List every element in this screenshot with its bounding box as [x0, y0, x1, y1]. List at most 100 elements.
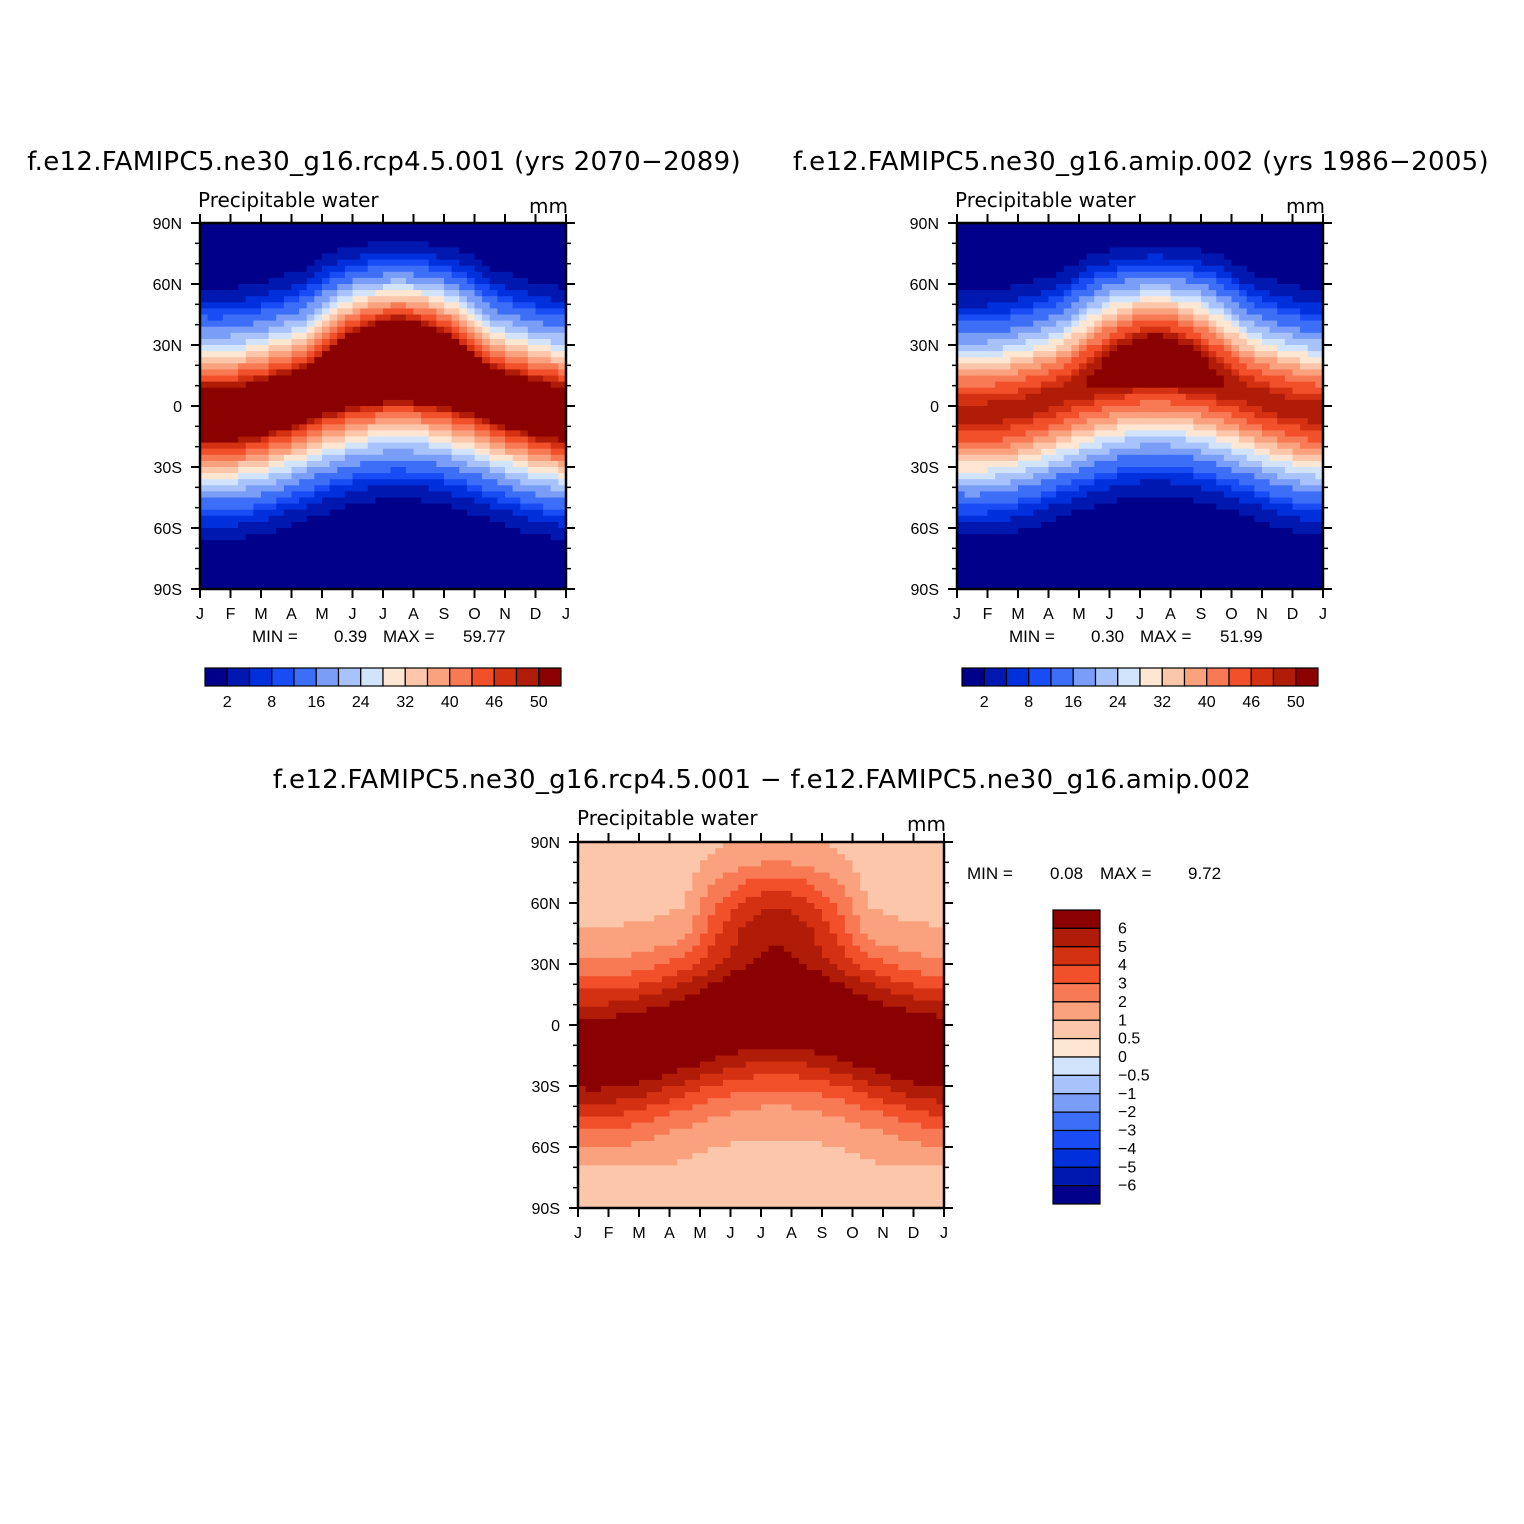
- contour-cell: [543, 338, 552, 346]
- contour-cell: [245, 393, 254, 401]
- contour-cell: [283, 277, 293, 285]
- contour-cell: [283, 534, 293, 541]
- contour-cell: [1025, 314, 1034, 322]
- contour-cell: [1025, 369, 1034, 377]
- contour-cell: [291, 302, 300, 309]
- contour-cell: [1155, 454, 1164, 462]
- contour-cell: [1010, 509, 1019, 517]
- contour-cell: [1056, 467, 1065, 474]
- contour-cell: [276, 521, 285, 529]
- contour-cell: [995, 393, 1004, 401]
- contour-cell: [1086, 338, 1095, 346]
- contour-cell: [1109, 424, 1118, 431]
- contour-cell: [987, 265, 996, 273]
- contour-cell: [1140, 546, 1149, 553]
- contour-cell: [344, 503, 354, 511]
- contour-cell: [405, 509, 415, 517]
- contour-cell: [367, 271, 376, 279]
- contour-cell: [558, 277, 567, 285]
- contour-cell: [360, 436, 369, 444]
- contour-cell: [421, 393, 430, 401]
- contour-cell: [329, 534, 338, 541]
- contour-cell: [261, 302, 270, 309]
- contour-cell: [1033, 375, 1042, 383]
- contour-cell: [558, 485, 567, 492]
- contour-cell: [215, 302, 224, 309]
- contour-cell: [283, 308, 293, 316]
- contour-cell: [466, 564, 476, 572]
- contour-cell: [444, 393, 453, 401]
- contour-cell: [1094, 576, 1103, 584]
- contour-cell: [200, 351, 209, 358]
- contour-cell: [428, 448, 437, 456]
- contour-cell: [222, 253, 232, 261]
- contour-cell: [413, 235, 422, 242]
- contour-cell: [352, 540, 361, 547]
- contour-cell: [222, 247, 232, 255]
- contour-cell: [444, 509, 453, 517]
- contour-cell: [520, 448, 529, 456]
- contour-cell: [215, 576, 224, 584]
- contour-cell: [466, 320, 476, 328]
- contour-cell: [337, 424, 346, 431]
- contour-cell: [1025, 296, 1034, 303]
- x-tick-label: F: [226, 606, 236, 623]
- contour-cell: [1101, 241, 1111, 248]
- contour-cell: [398, 448, 407, 456]
- contour-cell: [1018, 314, 1027, 322]
- contour-cell: [451, 326, 460, 334]
- contour-cell: [512, 381, 521, 389]
- contour-cell: [405, 399, 415, 407]
- contour-cell: [1140, 418, 1149, 425]
- contour-cell: [543, 314, 552, 322]
- contour-cell: [979, 460, 989, 468]
- contour-cell: [261, 296, 270, 303]
- contour-cell: [995, 509, 1004, 517]
- contour-cell: [466, 290, 476, 297]
- contour-cell: [1094, 302, 1103, 309]
- contour-cell: [987, 436, 996, 444]
- contour-cell: [543, 271, 552, 279]
- contour-cell: [505, 570, 514, 578]
- contour-cell: [1018, 521, 1027, 529]
- contour-cell: [1086, 454, 1095, 462]
- contour-cell: [1048, 406, 1057, 413]
- contour-cell: [1094, 259, 1103, 267]
- x-tick-label: D: [530, 606, 542, 623]
- colorbar-label: 32: [396, 694, 414, 711]
- contour-cell: [405, 454, 415, 462]
- contour-cell: [1117, 485, 1126, 492]
- contour-cell: [398, 326, 407, 334]
- contour-cell: [375, 497, 384, 505]
- contour-cell: [253, 277, 262, 285]
- contour-cell: [1132, 351, 1141, 358]
- contour-cell: [1048, 564, 1057, 572]
- contour-cell: [1086, 467, 1095, 474]
- contour-cell: [1048, 558, 1057, 566]
- contour-cell: [283, 582, 293, 590]
- contour-cell: [398, 296, 407, 303]
- contour-cell: [558, 265, 567, 273]
- contour-cell: [451, 241, 460, 248]
- contour-cell: [1101, 509, 1111, 517]
- contour-cell: [436, 357, 445, 364]
- contour-cell: [1025, 454, 1034, 462]
- contour-cell: [1025, 442, 1034, 450]
- contour-cell: [276, 338, 285, 346]
- contour-cell: [535, 497, 544, 505]
- contour-cell: [314, 552, 323, 560]
- contour-cell: [451, 412, 460, 419]
- contour-cell: [964, 357, 973, 364]
- contour-cell: [995, 424, 1004, 431]
- contour-cell: [1063, 277, 1072, 285]
- contour-cell: [436, 552, 445, 560]
- contour-cell: [543, 387, 552, 395]
- contour-cell: [979, 442, 989, 450]
- contour-cell: [1063, 430, 1072, 438]
- contour-cell: [1162, 302, 1172, 309]
- contour-cell: [207, 314, 216, 322]
- contour-cell: [428, 351, 437, 358]
- contour-cell: [1117, 320, 1126, 328]
- contour-cell: [957, 540, 966, 547]
- contour-cell: [283, 479, 293, 486]
